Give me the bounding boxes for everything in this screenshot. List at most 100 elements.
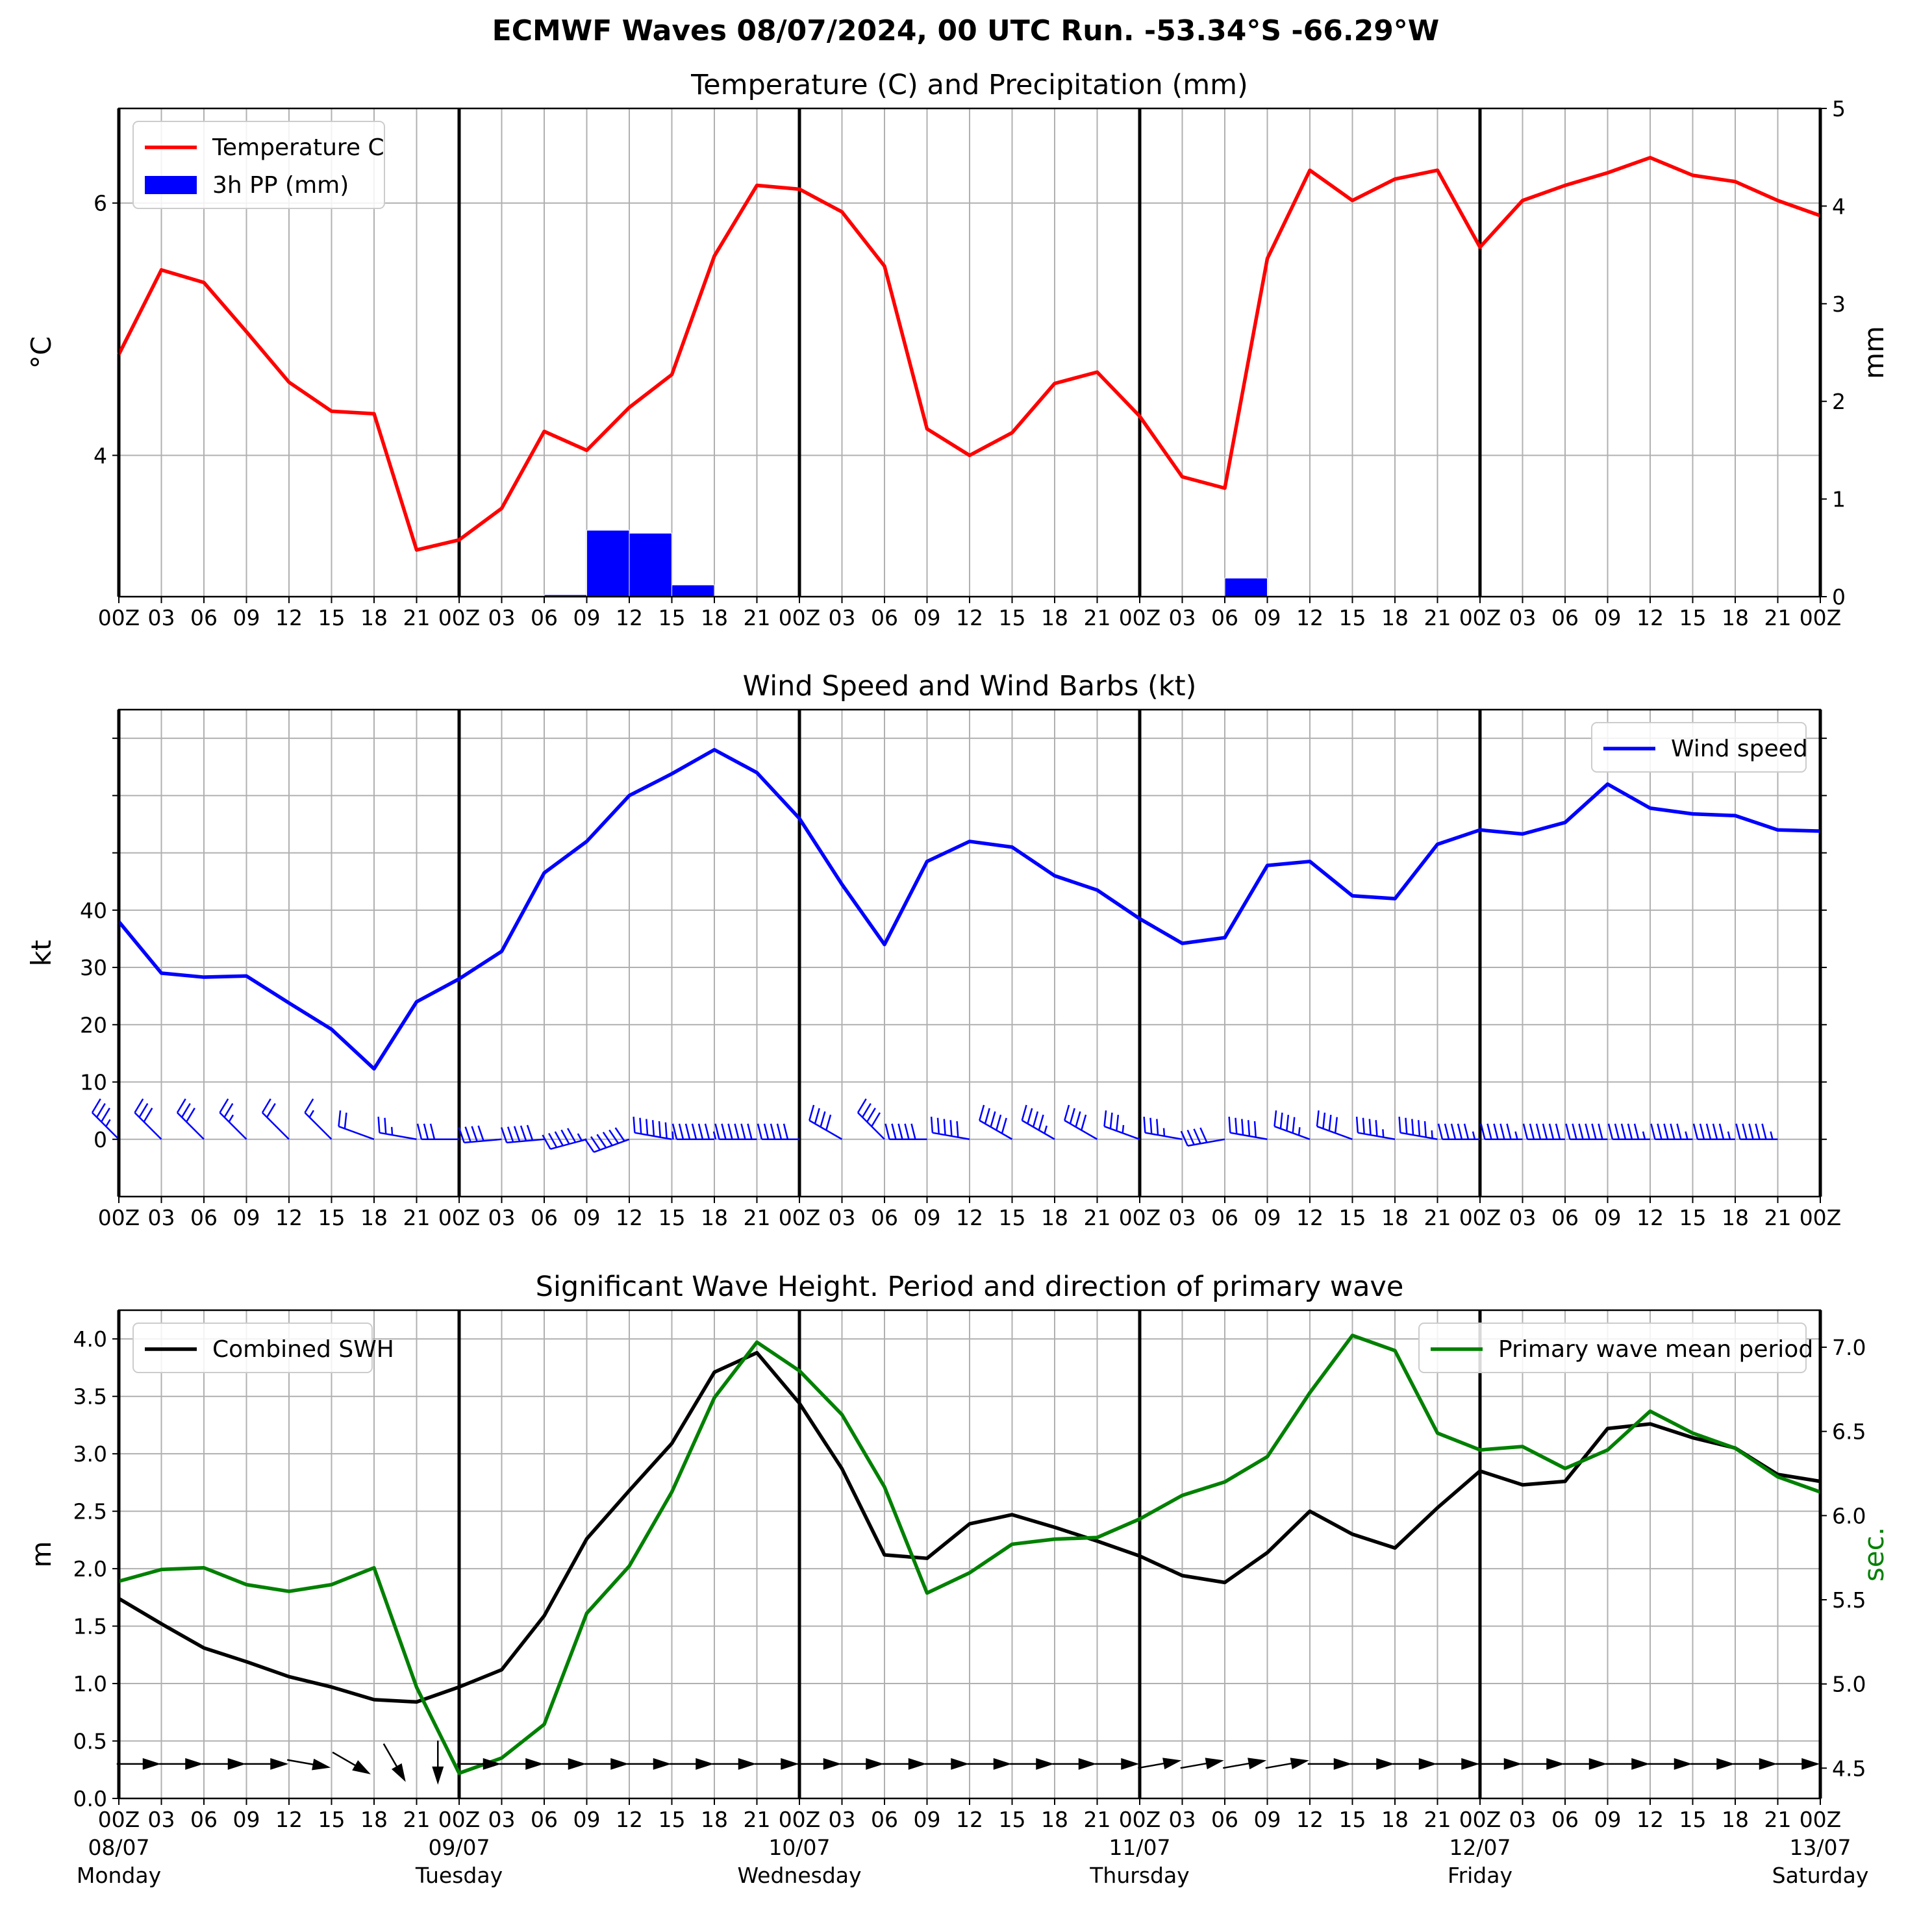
barb-feather [1692,1123,1699,1140]
x-tick-label: 00Z [1119,1807,1161,1832]
x-tick-label: 03 [1509,1807,1537,1832]
arrow-head [1716,1758,1735,1770]
barb-feather [639,1117,642,1134]
wave-direction-arrow [584,1758,629,1770]
day-date-label: 10/07 [768,1835,830,1860]
wind-barb [979,1104,1013,1140]
arrow-head [525,1758,544,1770]
wave-direction-arrow [1733,1758,1777,1770]
barb-feather [1676,1123,1682,1140]
x-tick-label: 09 [1254,1807,1281,1832]
y2-tick-label: 1 [1832,487,1846,512]
x-tick-label: 12 [1637,1807,1664,1832]
barb-feather [186,1108,195,1123]
wave-direction-arrow [1392,1758,1437,1770]
wave-direction-arrow [712,1758,757,1770]
barb-feather [727,1123,733,1140]
wave-direction-arrow [797,1758,842,1770]
barb-feather [684,1123,691,1140]
y2-tick-label: 5 [1832,96,1846,121]
arrow-head [142,1758,161,1770]
arrow-head [1333,1758,1352,1770]
x-tick-label: 18 [1041,1205,1068,1230]
wave-direction-arrow [332,1751,371,1774]
barb-feather [1742,1123,1748,1140]
day-date-label: 09/07 [428,1835,490,1860]
arrow-head [391,1763,406,1782]
barb-feather [138,1102,149,1118]
x-tick-label: 18 [1722,1205,1749,1230]
y-tick-label: 0.0 [73,1786,107,1811]
x-tick-label: 12 [275,1807,303,1832]
barb-feather [223,1102,234,1118]
wind-barb [633,1116,674,1140]
barb-feather [1193,1128,1201,1144]
x-tick-label: 15 [1679,605,1707,630]
arrow-shaft [287,1759,317,1766]
wind-barb [134,1098,162,1140]
arrow-head [1546,1758,1565,1770]
y2-tick-label: 4.5 [1832,1756,1866,1781]
y2-tick-label: 4 [1832,193,1846,219]
wave-direction-arrow [1562,1758,1607,1770]
precip-bar [586,530,630,597]
y-tick-label: 1.0 [73,1671,107,1696]
barb-feather [134,1098,144,1113]
x-tick-label: 03 [148,605,175,630]
barb-feather [1405,1117,1408,1134]
x-tick-label: 21 [744,605,771,630]
barb-feather [651,1120,655,1136]
x-tick-label: 06 [1211,1807,1238,1832]
barb-feather [1375,1120,1378,1136]
x-tick-label: 15 [1339,605,1366,630]
barb-feather [1450,1123,1457,1140]
barb-feather [1253,1121,1257,1137]
barb-feather [910,1123,916,1140]
day-weekday-label: Monday [77,1863,161,1888]
wind-barb [1273,1110,1311,1140]
barb-feather [429,1123,436,1140]
wind-barb [377,1116,417,1140]
barb-feather [143,1108,153,1123]
barb-feather [1578,1123,1584,1140]
barb-feather [1620,1123,1627,1140]
wind-barb [757,1123,799,1141]
barb-feather [1591,1123,1597,1140]
x-tick-label: 12 [956,605,983,630]
barb-feather [602,1132,613,1147]
barb-feather [1199,1127,1208,1143]
wave-direction-arrow [1180,1758,1224,1770]
wave-direction-arrow [116,1758,161,1770]
barb-staff [177,1112,205,1140]
arrow-head [568,1758,586,1770]
wind-barb [671,1123,717,1141]
wave-direction-arrow [1350,1758,1395,1770]
x-tick-label: 06 [1551,1205,1579,1230]
barb-feather [1437,1123,1444,1140]
arrow-head [1461,1758,1480,1770]
barb-feather [101,1108,110,1123]
barb-feather [95,1102,106,1118]
x-tick-label: 21 [1084,605,1111,630]
y-tick-label: 4 [94,443,107,468]
barb-feather [554,1131,564,1147]
wind-barb [219,1098,247,1140]
x-tick-label: 06 [871,1807,898,1832]
x-tick-label: 03 [1169,1807,1196,1832]
y2-tick-label: 7.0 [1832,1335,1866,1360]
x-tick-label: 09 [1594,1807,1622,1832]
barb-half-feather [308,1110,314,1118]
barb-feather [1103,1110,1107,1127]
wind-barb [91,1098,119,1140]
barb-feather [809,1104,815,1121]
barb-feather [338,1110,342,1127]
barb-feather [1143,1116,1146,1133]
barb-feather [1027,1108,1033,1125]
barb-feather [1699,1123,1705,1140]
barb-feather [384,1117,387,1134]
barb-feather [891,1123,897,1140]
barb-feather [464,1126,471,1143]
barb-feather [1279,1112,1283,1129]
wind-barb [1021,1104,1055,1140]
arrow-head [696,1758,714,1770]
